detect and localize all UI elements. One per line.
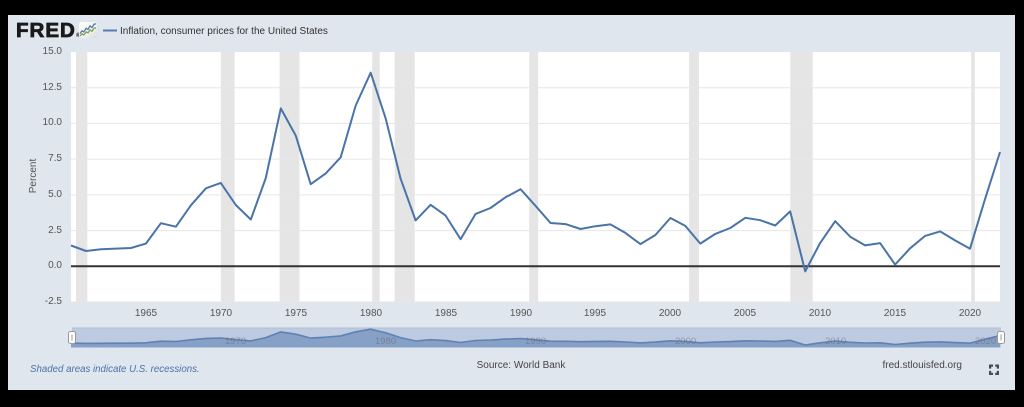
svg-text:1980: 1980 (375, 336, 396, 347)
svg-text:1970: 1970 (225, 336, 246, 347)
svg-text:1990: 1990 (525, 336, 546, 347)
svg-text:2000: 2000 (675, 336, 696, 347)
svg-text:2020: 2020 (975, 336, 996, 347)
svg-text:2010: 2010 (825, 336, 846, 347)
